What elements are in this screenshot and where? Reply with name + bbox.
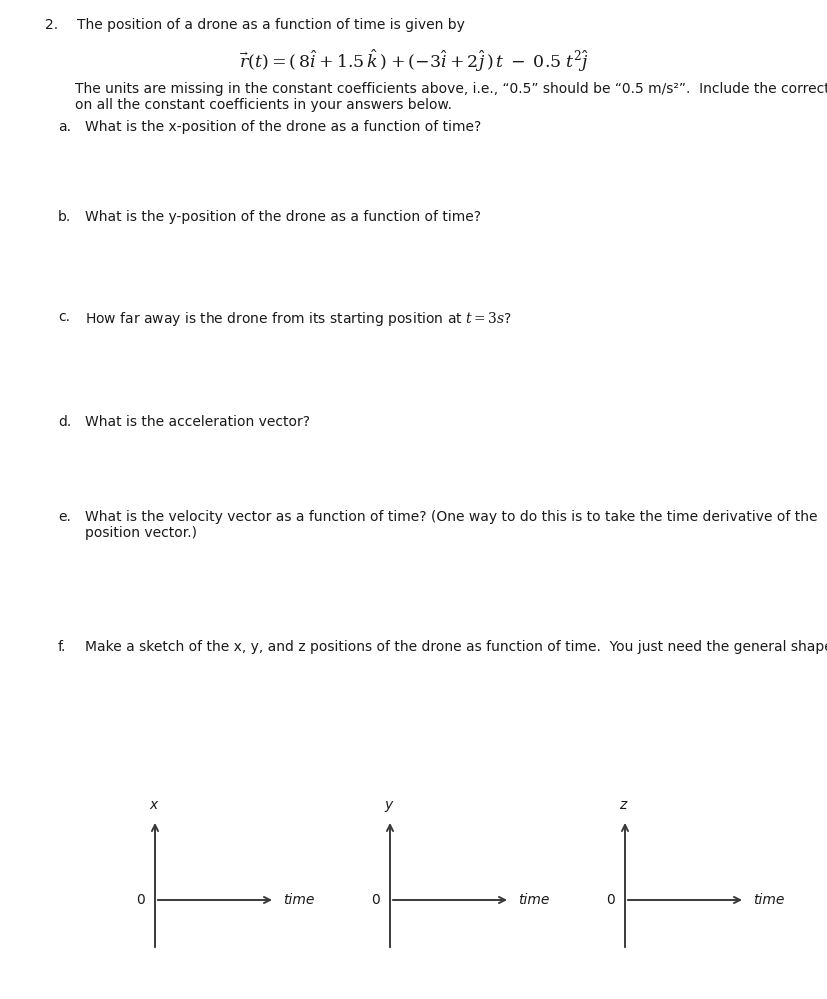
Text: The position of a drone as a function of time is given by: The position of a drone as a function of…: [77, 18, 464, 32]
Text: z: z: [619, 798, 626, 812]
Text: b.: b.: [58, 210, 71, 224]
Text: d.: d.: [58, 415, 71, 429]
Text: 0: 0: [136, 893, 145, 907]
Text: What is the x-position of the drone as a function of time?: What is the x-position of the drone as a…: [85, 120, 480, 134]
Text: How far away is the drone from its starting position at $t = 3s$?: How far away is the drone from its start…: [85, 310, 512, 328]
Text: What is the y-position of the drone as a function of time?: What is the y-position of the drone as a…: [85, 210, 480, 224]
Text: What is the velocity vector as a function of time? (One way to do this is to tak: What is the velocity vector as a functio…: [85, 510, 816, 524]
Text: on all the constant coefficients in your answers below.: on all the constant coefficients in your…: [75, 98, 452, 112]
Text: 2.: 2.: [45, 18, 58, 32]
Text: f.: f.: [58, 640, 66, 654]
Text: What is the acceleration vector?: What is the acceleration vector?: [85, 415, 309, 429]
Text: time: time: [752, 893, 783, 907]
Text: time: time: [283, 893, 314, 907]
Text: The units are missing in the constant coefficients above, i.e., “0.5” should be : The units are missing in the constant co…: [75, 82, 827, 96]
Text: y: y: [384, 798, 392, 812]
Text: a.: a.: [58, 120, 71, 134]
Text: e.: e.: [58, 510, 71, 524]
Text: 0: 0: [370, 893, 380, 907]
Text: position vector.): position vector.): [85, 526, 197, 540]
Text: Make a sketch of the x, y, and z positions of the drone as function of time.  Yo: Make a sketch of the x, y, and z positio…: [85, 640, 827, 654]
Text: 0: 0: [605, 893, 614, 907]
Text: c.: c.: [58, 310, 70, 324]
Text: $\vec{r}(t) = (\,8\hat{i} + 1.5\,\hat{k}\,) + (-3\hat{i} + 2\hat{j}\,)\,t \;-\; : $\vec{r}(t) = (\,8\hat{i} + 1.5\,\hat{k}…: [239, 48, 588, 74]
Text: x: x: [149, 798, 157, 812]
Text: time: time: [518, 893, 548, 907]
